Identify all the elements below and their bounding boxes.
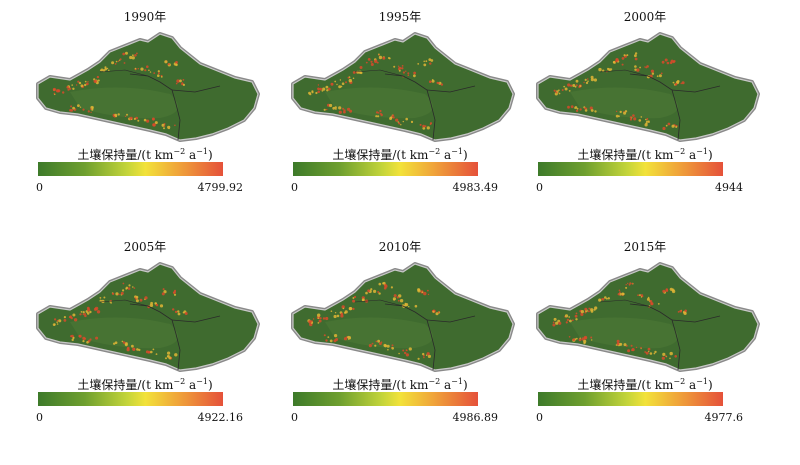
- colorbar-min-label: 0: [536, 411, 543, 424]
- colorbar: [293, 392, 478, 406]
- panel-year-title: 2000年: [623, 10, 667, 24]
- colorbar: [38, 162, 223, 176]
- legend-title: 土壤保持量/(t km−2 a−1): [577, 147, 713, 162]
- colorbar-max-label: 4799.92: [197, 181, 244, 194]
- colorbar: [293, 162, 478, 176]
- map-panel-2: 2000年 土壤保持量/(t km−2 a−1) 0 4944: [520, 0, 770, 225]
- legend-title: 土壤保持量/(t km−2 a−1): [77, 377, 213, 392]
- map-panel-1: 1995年 土壤保持量/(t km−2 a−1) 0 4983.49: [275, 0, 525, 225]
- legend-title: 土壤保持量/(t km−2 a−1): [577, 377, 713, 392]
- colorbar: [38, 392, 223, 406]
- colorbar-max-label: 4922.16: [197, 411, 244, 424]
- colorbar: [538, 162, 723, 176]
- map-panel-4: 2010年 土壤保持量/(t km−2 a−1) 0 4986.89: [275, 230, 525, 455]
- map-panel-5: 2015年 土壤保持量/(t km−2 a−1) 0 4977.6: [520, 230, 770, 455]
- region-map: [36, 32, 260, 142]
- colorbar-max-label: 4986.89: [452, 411, 499, 424]
- colorbar-max-label: 4977.6: [704, 411, 744, 424]
- colorbar-min-label: 0: [536, 181, 543, 194]
- region-map: [36, 262, 260, 372]
- map-panel-0: 1990年 土壤保持量/(t km−2 a−1) 0 4799.92: [20, 0, 270, 225]
- colorbar-max-label: 4983.49: [452, 181, 499, 194]
- region-map: [536, 32, 760, 142]
- region-map: [291, 32, 515, 142]
- colorbar-min-label: 0: [36, 411, 43, 424]
- legend-title: 土壤保持量/(t km−2 a−1): [332, 147, 468, 162]
- colorbar: [538, 392, 723, 406]
- colorbar-min-label: 0: [291, 411, 298, 424]
- region-map: [291, 262, 515, 372]
- colorbar-max-label: 4944: [715, 181, 743, 194]
- legend-title: 土壤保持量/(t km−2 a−1): [332, 377, 468, 392]
- panel-year-title: 2015年: [623, 240, 667, 254]
- panel-year-title: 1995年: [378, 10, 422, 24]
- colorbar-min-label: 0: [291, 181, 298, 194]
- legend-title: 土壤保持量/(t km−2 a−1): [77, 147, 213, 162]
- panel-year-title: 2010年: [378, 240, 422, 254]
- map-panel-3: 2005年 土壤保持量/(t km−2 a−1) 0 4922.16: [20, 230, 270, 455]
- region-map: [536, 262, 760, 372]
- colorbar-min-label: 0: [36, 181, 43, 194]
- panel-year-title: 1990年: [123, 10, 167, 24]
- panel-year-title: 2005年: [123, 240, 167, 254]
